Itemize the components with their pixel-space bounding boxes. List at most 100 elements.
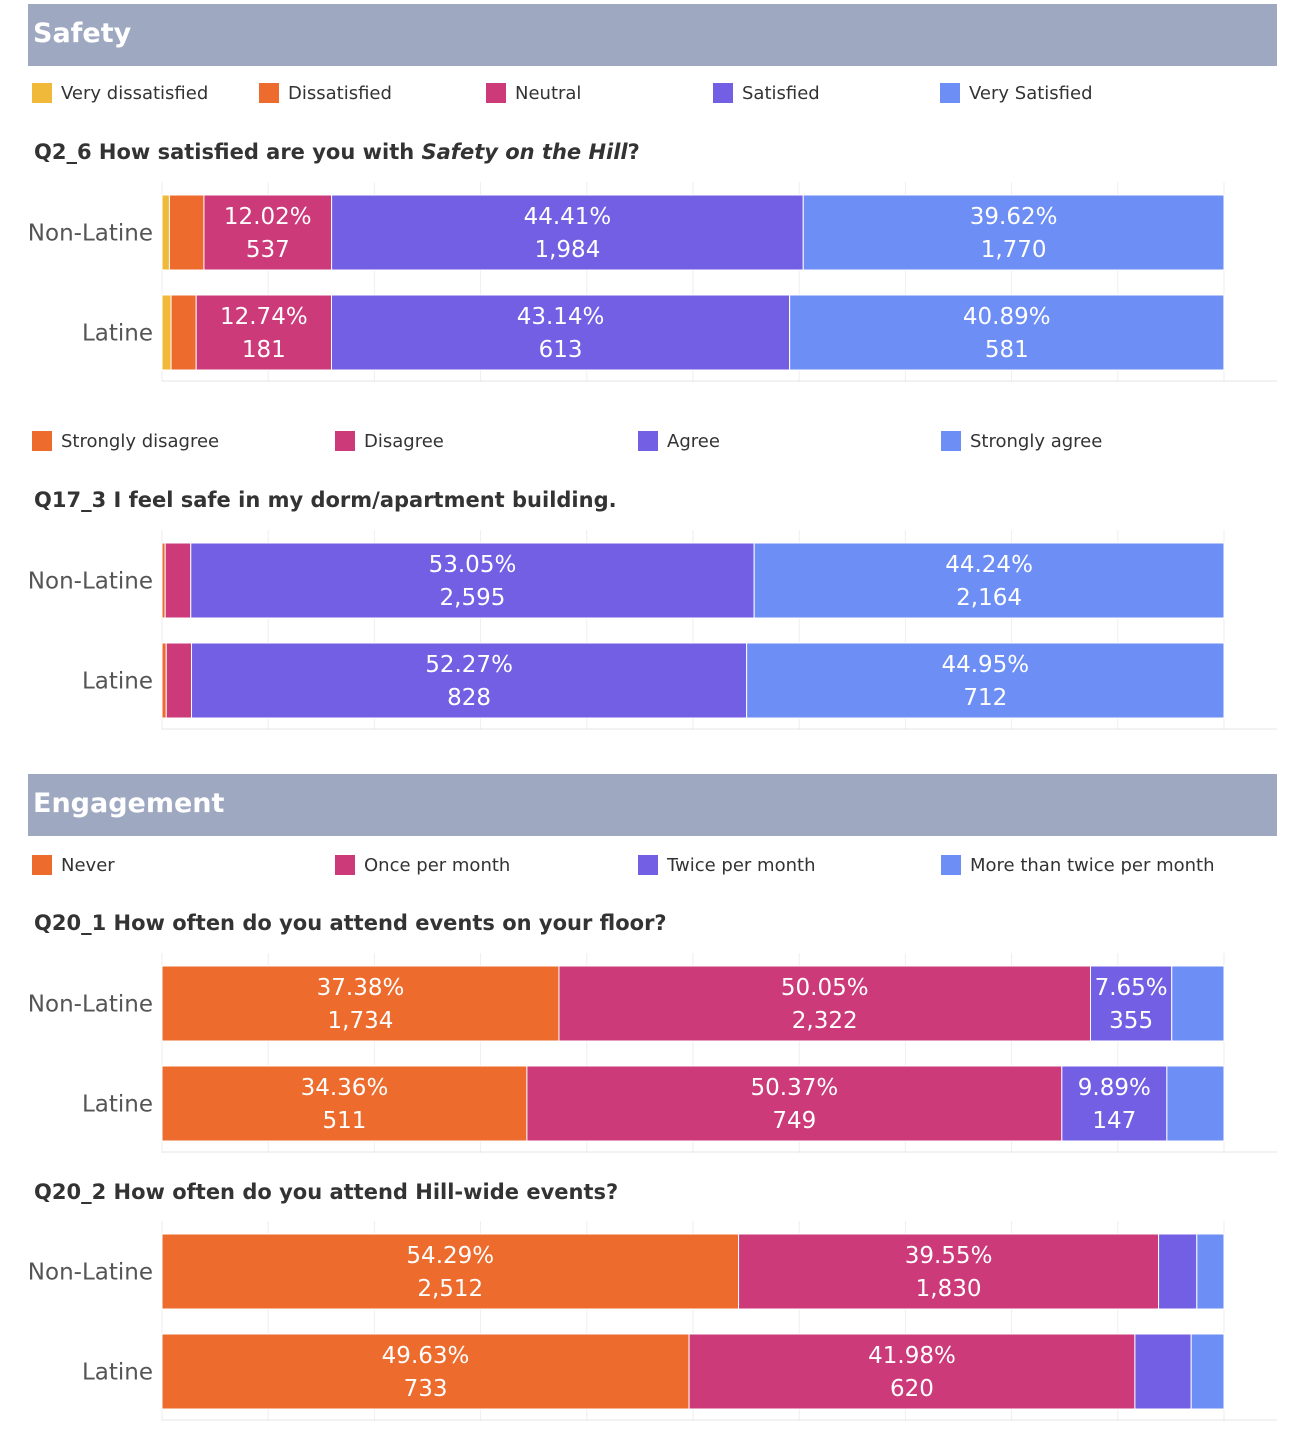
legend-swatch bbox=[713, 83, 733, 103]
bar-segment bbox=[203, 194, 333, 271]
data-label-percent: 44.95% bbox=[941, 652, 1029, 678]
bar-segment bbox=[190, 542, 755, 619]
category-label: Latine bbox=[82, 321, 153, 347]
bar-segment bbox=[1134, 1333, 1192, 1410]
data-label-percent: 44.41% bbox=[524, 204, 612, 230]
legend-label: Very Satisfied bbox=[969, 83, 1093, 104]
stacked-bar-chart: Non-Latine Latine 37.38% 1,734 50.05% 2,322 7.… bbox=[28, 953, 1277, 1153]
chart-q17-3: Non-Latine Latine 53.05% 2,595 44.24% 2,164 52… bbox=[0, 530, 1292, 730]
section-title: Engagement bbox=[33, 788, 225, 819]
data-label-count: 712 bbox=[963, 685, 1007, 711]
bar-segment bbox=[688, 1333, 1136, 1410]
data-label-count: 620 bbox=[890, 1376, 934, 1402]
legend-label: Strongly agree bbox=[970, 431, 1103, 452]
bar-segment bbox=[331, 194, 804, 271]
data-label-percent: 12.74% bbox=[220, 304, 308, 330]
legend-swatch bbox=[638, 855, 658, 875]
bar-segment bbox=[161, 965, 560, 1042]
question-q20-1: Q20_1 How often do you attend events on … bbox=[34, 911, 667, 935]
data-label-percent: 52.27% bbox=[425, 652, 513, 678]
data-label-count: 2,164 bbox=[956, 585, 1022, 611]
data-label-percent: 7.65% bbox=[1095, 975, 1168, 1001]
bar-segment bbox=[161, 1233, 740, 1310]
bar-segment bbox=[170, 294, 197, 371]
question-q20-2: Q20_2 How often do you attend Hill-wide … bbox=[34, 1180, 619, 1204]
engagement-section-header: Engagement bbox=[28, 774, 1277, 836]
data-label-percent: 54.29% bbox=[406, 1243, 494, 1269]
data-label-percent: 44.24% bbox=[945, 552, 1033, 578]
legend-swatch bbox=[638, 431, 658, 451]
legend-swatch bbox=[32, 855, 52, 875]
data-label-percent: 41.98% bbox=[868, 1343, 956, 1369]
question-q17-3: Q17_3 I feel safe in my dorm/apartment b… bbox=[34, 488, 617, 512]
question-prefix: Q2_6 How satisfied are you with bbox=[34, 140, 422, 164]
bar-segment bbox=[161, 1333, 690, 1410]
bar-segment bbox=[1196, 1233, 1225, 1310]
bar-segment bbox=[558, 965, 1092, 1042]
data-label-percent: 12.02% bbox=[224, 204, 312, 230]
legend-swatch bbox=[32, 83, 52, 103]
bar-segment bbox=[526, 1065, 1063, 1142]
question-italic: Safety on the Hill bbox=[421, 140, 628, 164]
bar-segment bbox=[195, 294, 332, 371]
bar-segment bbox=[753, 542, 1225, 619]
legend-label: More than twice per month bbox=[970, 855, 1215, 876]
category-label: Latine bbox=[82, 669, 153, 695]
data-label-count: 181 bbox=[242, 337, 286, 363]
data-label-count: 2,595 bbox=[440, 585, 506, 611]
legend-swatch bbox=[941, 855, 961, 875]
chart-q20-1: Non-Latine Latine 37.38% 1,734 50.05% 2,322 7.… bbox=[0, 953, 1292, 1153]
category-label: Latine bbox=[82, 1360, 153, 1386]
bar-segment bbox=[191, 642, 748, 719]
data-label-count: 613 bbox=[539, 337, 583, 363]
data-label-percent: 50.37% bbox=[751, 1075, 839, 1101]
bar-segment bbox=[1166, 1065, 1225, 1142]
bar-segment bbox=[789, 294, 1225, 371]
legend-label: Agree bbox=[667, 431, 720, 452]
data-label-count: 749 bbox=[772, 1108, 816, 1134]
data-label-count: 1,770 bbox=[981, 237, 1047, 263]
category-label: Non-Latine bbox=[28, 569, 153, 595]
data-label-percent: 9.89% bbox=[1078, 1075, 1151, 1101]
data-label-count: 147 bbox=[1092, 1108, 1136, 1134]
legend-label: Dissatisfied bbox=[288, 83, 392, 104]
data-label-percent: 34.36% bbox=[301, 1075, 389, 1101]
legend-label: Disagree bbox=[364, 431, 444, 452]
data-label-count: 2,322 bbox=[792, 1008, 858, 1034]
legend-swatch bbox=[259, 83, 279, 103]
stacked-bar-chart: Non-Latine Latine 54.29% 2,512 39.55% 1,830 49… bbox=[28, 1221, 1277, 1421]
bar-segment bbox=[164, 542, 192, 619]
legend-swatch bbox=[940, 83, 960, 103]
legend-swatch bbox=[335, 855, 355, 875]
question-suffix: ? bbox=[627, 140, 640, 164]
data-label-percent: 39.55% bbox=[905, 1243, 993, 1269]
category-label: Non-Latine bbox=[28, 221, 153, 247]
stacked-bar-chart: Non-Latine Latine 12.02% 537 44.41% 1,984 39.6… bbox=[28, 182, 1277, 382]
data-label-count: 1,984 bbox=[534, 237, 600, 263]
bar-segment bbox=[1158, 1233, 1198, 1310]
safety-section-header: Safety bbox=[28, 4, 1277, 66]
bar-segment bbox=[802, 194, 1225, 271]
legend-label: Very dissatisfied bbox=[61, 83, 209, 104]
legend-label: Neutral bbox=[515, 83, 582, 104]
bar-segment bbox=[738, 1233, 1160, 1310]
data-label-count: 828 bbox=[447, 685, 491, 711]
bar-segment bbox=[746, 642, 1225, 719]
legend-swatch bbox=[486, 83, 506, 103]
legend-swatch bbox=[941, 431, 961, 451]
bar-segment bbox=[161, 642, 167, 719]
legend-label: Strongly disagree bbox=[61, 431, 220, 452]
legend-label: Once per month bbox=[364, 855, 511, 876]
legend-swatch bbox=[335, 431, 355, 451]
category-label: Non-Latine bbox=[28, 992, 153, 1018]
bar-segment bbox=[1090, 965, 1173, 1042]
bar-segment bbox=[161, 194, 170, 271]
data-label-percent: 49.63% bbox=[382, 1343, 470, 1369]
data-label-percent: 53.05% bbox=[429, 552, 517, 578]
chart-q2-6: Non-Latine Latine 12.02% 537 44.41% 1,984 39.6… bbox=[0, 182, 1292, 382]
data-label-percent: 40.89% bbox=[963, 304, 1051, 330]
data-label-count: 355 bbox=[1109, 1008, 1153, 1034]
data-label-percent: 37.38% bbox=[317, 975, 405, 1001]
category-label: Latine bbox=[82, 1092, 153, 1118]
data-label-percent: 43.14% bbox=[517, 304, 605, 330]
